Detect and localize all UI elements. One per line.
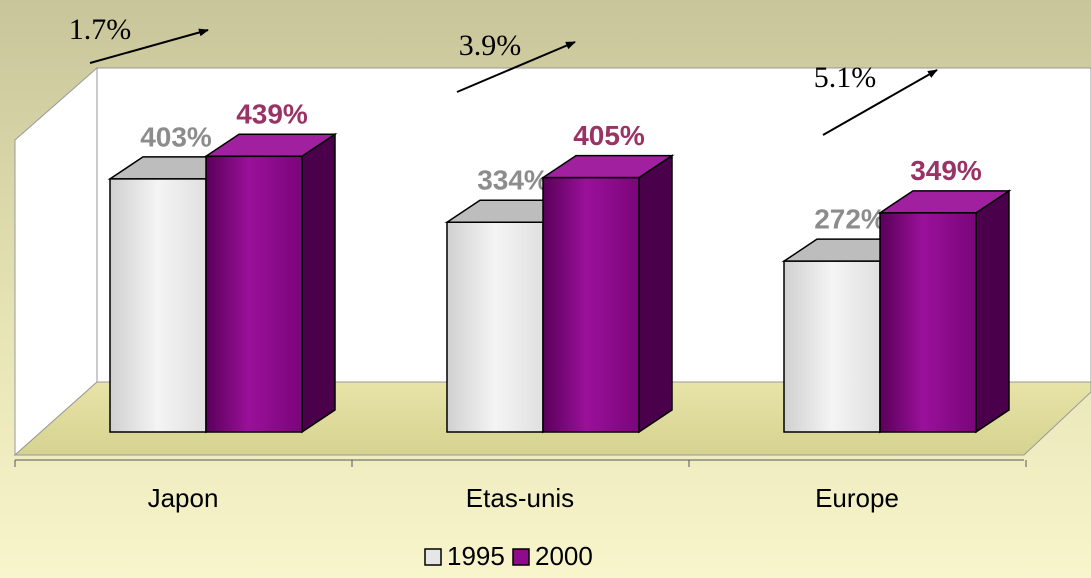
legend-swatch bbox=[512, 548, 530, 566]
bar-side bbox=[301, 132, 336, 434]
annotation-arrow bbox=[89, 28, 209, 64]
bar-front bbox=[205, 155, 303, 433]
annotation-arrow bbox=[456, 41, 576, 93]
bar-side bbox=[975, 189, 1010, 434]
x-tick-label: Japon bbox=[148, 483, 219, 513]
value-label: 334% bbox=[477, 165, 549, 196]
bar-front bbox=[879, 212, 977, 433]
bar bbox=[877, 189, 1012, 434]
x-tick-label: Europe bbox=[815, 483, 899, 513]
bar bbox=[540, 154, 675, 434]
value-label: 349% bbox=[910, 155, 982, 186]
bar-front bbox=[109, 178, 207, 433]
legend-swatch bbox=[424, 548, 442, 566]
value-label: 272% bbox=[814, 204, 886, 235]
legend-label: 2000 bbox=[535, 541, 593, 571]
value-label: 403% bbox=[140, 121, 212, 152]
bar-side bbox=[638, 154, 673, 434]
value-label: 405% bbox=[573, 120, 645, 151]
annotation: 3.9% bbox=[459, 29, 522, 62]
annotation-arrow bbox=[822, 69, 938, 136]
bar-front bbox=[542, 176, 640, 433]
bar-front bbox=[783, 260, 881, 433]
annotation: 5.1% bbox=[814, 61, 877, 94]
bar bbox=[203, 132, 338, 434]
value-label: 439% bbox=[236, 99, 308, 130]
legend-label: 1995 bbox=[447, 541, 505, 571]
annotation: 1.7% bbox=[69, 13, 132, 46]
bar-front bbox=[446, 221, 544, 433]
x-tick-label: Etas-unis bbox=[466, 483, 574, 513]
